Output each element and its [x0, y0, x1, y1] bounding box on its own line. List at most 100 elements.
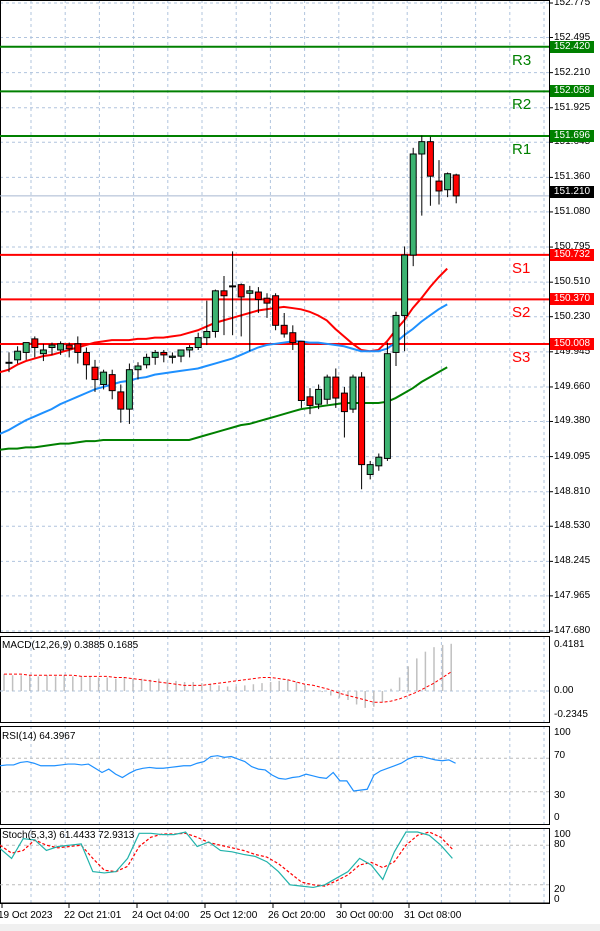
candle-body: [280, 324, 288, 335]
candle-body: [91, 366, 99, 381]
candle-body: [358, 376, 366, 466]
level-name-r2: R2: [512, 96, 532, 114]
candle-body: [82, 351, 90, 366]
candle-body: [229, 285, 237, 288]
candle-body: [160, 351, 168, 356]
price-axis-label: 151.360: [554, 171, 591, 183]
price-axis-label: 152.775: [554, 0, 591, 9]
candle-body: [366, 464, 374, 475]
price-axis-label: 147.680: [554, 625, 591, 636]
level-name-r3: R3: [512, 51, 532, 69]
stoch-title: Stoch(5,3,3) 61.4433 72.9313: [2, 830, 135, 841]
candle-body: [186, 347, 194, 351]
candle-body: [392, 314, 400, 353]
candle-body: [48, 344, 56, 349]
time-label: 31 Oct 08:00: [404, 910, 462, 921]
candle-body: [22, 342, 30, 353]
candle-body: [426, 141, 434, 177]
candle-body: [401, 254, 409, 316]
candle-body: [100, 371, 108, 385]
rsi-line: [0, 755, 456, 792]
price-axis-label: 151.925: [554, 101, 591, 113]
pane-border: [0, 726, 550, 825]
price-axis-label: 150.795: [554, 241, 591, 253]
time-label: 24 Oct 04:00: [132, 910, 190, 921]
candle-body: [117, 391, 125, 410]
candle-body: [332, 376, 340, 399]
candle-body: [5, 361, 13, 364]
moving-average-line: [0, 366, 448, 451]
candle-body: [340, 392, 348, 413]
candle-body: [65, 344, 73, 350]
candle-body: [203, 330, 211, 339]
candle-body: [151, 351, 159, 358]
candle-body: [383, 353, 391, 459]
candle-body: [134, 365, 142, 371]
candle-body: [306, 396, 314, 406]
moving-average-line: [0, 303, 448, 435]
candle-body: [194, 337, 202, 349]
candle-body: [74, 343, 82, 353]
rsi-axis-0: 0: [554, 812, 560, 823]
price-axis-label: 152.495: [554, 31, 591, 43]
candle-body: [168, 355, 176, 358]
time-label: 25 Oct 12:00: [200, 910, 258, 921]
level-tag-r1: 151.696: [550, 129, 594, 142]
candle-body: [125, 369, 133, 410]
candle-body: [31, 338, 39, 349]
level-tag-s2: 150.370: [550, 293, 594, 306]
price-axis-label: 152.210: [554, 66, 591, 78]
macd-title: MACD(12,26,9) 0.3885 0.1685: [2, 640, 139, 651]
candle-body: [409, 153, 417, 256]
candle-body: [375, 456, 383, 467]
stoch-axis-100: 100: [554, 829, 571, 840]
candle-body: [418, 141, 426, 155]
candle-body: [272, 295, 280, 326]
macd-axis-zero: 0.00: [554, 685, 574, 696]
candle-body: [452, 174, 460, 197]
price-axis-label: 149.095: [554, 450, 591, 462]
candle-body: [349, 376, 357, 410]
price-axis-label: 150.510: [554, 276, 591, 288]
stoch-axis-20: 20: [554, 884, 566, 895]
candle-body: [57, 343, 65, 351]
time-label: 22 Oct 21:01: [64, 910, 122, 921]
level-tag-r2: 152.058: [550, 85, 594, 98]
price-axis-label: 149.945: [554, 345, 591, 357]
level-name-s1: S1: [512, 259, 531, 277]
level-tag-s1: 150.732: [550, 248, 594, 261]
rsi-axis-30: 30: [554, 790, 566, 801]
price-axis-label: 147.965: [554, 589, 591, 601]
time-label: 30 Oct 00:00: [336, 910, 394, 921]
price-axis-label: 148.530: [554, 520, 591, 532]
macd-signal-line: [4, 671, 452, 703]
price-axis-label: 151.080: [554, 205, 591, 217]
candle-body: [143, 356, 151, 366]
level-name-s2: S2: [512, 304, 531, 322]
rsi-title: RSI(14) 64.3967: [2, 731, 76, 742]
stoch-main-line: [0, 831, 453, 889]
price-axis-label: 148.810: [554, 485, 591, 497]
time-label: 19 Oct 2023: [0, 910, 53, 921]
candle-body: [444, 173, 452, 191]
candle-body: [14, 350, 22, 361]
level-name-s3: S3: [512, 349, 531, 367]
rsi-axis-100: 100: [554, 727, 571, 738]
stoch-signal-line: [0, 831, 453, 887]
stoch-axis-80: 80: [554, 839, 566, 850]
candle-body: [177, 349, 185, 357]
candle-body: [315, 388, 323, 405]
current-price-tag: 151.210: [550, 186, 594, 198]
candle-body: [263, 297, 271, 304]
level-name-r1: R1: [512, 140, 532, 158]
footer-strip: [0, 924, 600, 931]
rsi-axis-70: 70: [554, 750, 566, 761]
price-axis-label: 149.660: [554, 380, 591, 392]
candle-body: [237, 284, 245, 298]
price-axis-label: 150.230: [554, 310, 591, 322]
candle-body: [220, 290, 228, 297]
level-tag-r3: 152.420: [550, 40, 594, 53]
macd-axis-min: -0.2345: [554, 709, 588, 720]
candle-body: [435, 180, 443, 192]
